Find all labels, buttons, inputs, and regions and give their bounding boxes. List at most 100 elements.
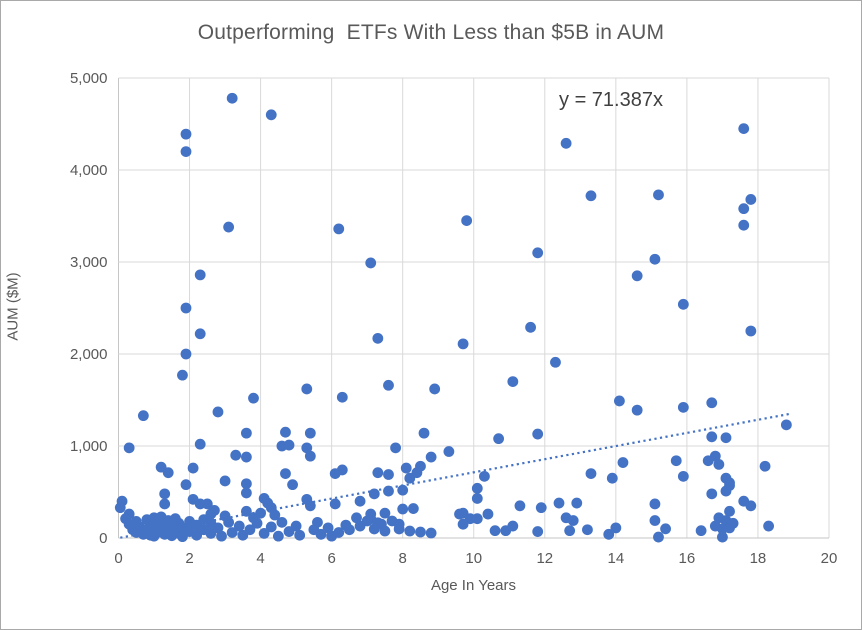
scatter-point (383, 469, 394, 480)
scatter-point (180, 348, 192, 360)
scatter-point (390, 442, 401, 454)
scatter-point (212, 406, 224, 418)
scatter-point (333, 223, 345, 235)
scatter-point (738, 123, 750, 134)
scatter-point (180, 479, 192, 491)
scatter-point (738, 203, 750, 215)
scatter-point (415, 526, 426, 538)
scatter-point (429, 383, 441, 395)
scatter-point (287, 479, 298, 491)
scatter-point (745, 500, 757, 512)
scatter-point (244, 524, 256, 536)
scatter-point (372, 332, 384, 344)
scatter-point (471, 513, 483, 525)
scatter-point (180, 128, 192, 140)
scatter-point (471, 482, 483, 494)
scatter-point (223, 221, 235, 233)
scatter-point (368, 523, 380, 535)
y-tick-label: 4,000 (70, 162, 108, 179)
scatter-point (525, 321, 536, 333)
scatter-point (454, 508, 465, 520)
scatter-point (201, 498, 213, 510)
scatter-point (649, 498, 661, 510)
y-tick-label: 0 (99, 530, 107, 547)
scatter-point (706, 431, 718, 443)
trendline (120, 412, 791, 539)
scatter-point (571, 497, 583, 509)
scatter-point (226, 527, 238, 538)
scatter-point (585, 468, 597, 479)
scatter-point (368, 488, 380, 500)
scatter-point (702, 455, 714, 467)
y-tick-label: 3,000 (70, 254, 108, 271)
scatter-point (532, 428, 544, 440)
scatter-point (631, 270, 643, 282)
scatter-point (180, 146, 192, 158)
x-tick-label: 4 (256, 550, 264, 567)
scatter-point (443, 446, 455, 457)
scatter-point (720, 485, 732, 497)
scatter-point (404, 472, 416, 484)
scatter-point (745, 194, 757, 205)
scatter-point (560, 137, 572, 149)
scatter-point (223, 516, 235, 528)
x-tick-label: 20 (821, 550, 838, 567)
x-tick-label: 2 (185, 550, 193, 567)
scatter-point (724, 505, 735, 517)
scatter-point (738, 219, 750, 231)
scatter-point (407, 503, 419, 514)
scatter-point (507, 376, 519, 387)
scatter-point (759, 460, 771, 472)
scatter-point (354, 520, 366, 532)
scatter-point (265, 521, 277, 533)
scatter-point (123, 442, 135, 454)
scatter-point (493, 433, 505, 445)
scatter-point (400, 462, 412, 474)
scatter-point (745, 325, 757, 337)
y-tick-label: 1,000 (70, 438, 108, 455)
scatter-point (159, 498, 171, 510)
scatter-point (564, 525, 576, 537)
scatter-point (713, 459, 725, 470)
scatter-point (280, 468, 291, 479)
scatter-point (695, 525, 707, 537)
scatter-point (162, 467, 174, 479)
scatter-point (720, 432, 732, 444)
scatter-point (240, 451, 252, 463)
x-tick-label: 12 (536, 550, 553, 567)
scatter-point (489, 525, 501, 537)
scatter-point (351, 512, 362, 524)
x-tick-label: 6 (327, 550, 335, 567)
scatter-point (482, 508, 494, 520)
scatter-point (365, 257, 377, 269)
scatter-point (322, 522, 334, 534)
y-tick-label: 2,000 (70, 346, 108, 363)
scatter-point (240, 505, 252, 517)
x-tick-label: 0 (114, 550, 122, 567)
scatter-point (240, 487, 252, 499)
scatter-point (301, 442, 313, 454)
scatter-point (532, 526, 544, 537)
scatter-point (276, 440, 288, 452)
scatter-point (397, 484, 409, 496)
scatter-point (610, 522, 622, 534)
scatter-point (535, 502, 547, 514)
scatter-point (653, 531, 664, 543)
scatter-point (479, 470, 490, 482)
scatter-point (606, 472, 618, 484)
scatter-point (114, 502, 126, 514)
scatter-point (383, 379, 394, 391)
scatter-point (617, 457, 629, 468)
scatter-point (226, 92, 238, 104)
scatter-point (393, 523, 405, 535)
scatter-point (315, 528, 327, 540)
scatter-point (276, 516, 288, 528)
scatter-point (567, 515, 579, 526)
scatter-point (500, 525, 512, 537)
scatter-point (425, 451, 437, 463)
scatter-point (177, 369, 188, 381)
scatter-point (670, 455, 682, 467)
scatter-point (258, 528, 270, 539)
scatter-point (269, 509, 281, 521)
